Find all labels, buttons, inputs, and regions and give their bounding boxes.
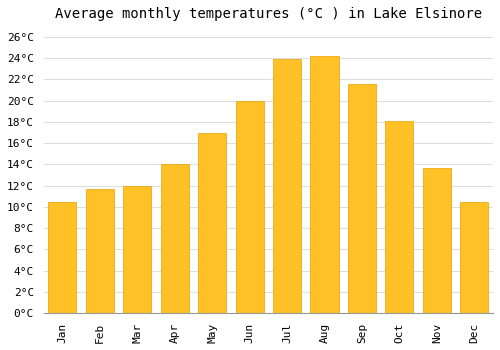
Bar [423, 168, 451, 313]
Bar [460, 202, 488, 313]
Bar [160, 164, 189, 313]
Bar [348, 84, 376, 313]
Bar [198, 133, 226, 313]
Bar [48, 202, 76, 313]
Bar [310, 56, 338, 313]
Bar [386, 121, 413, 313]
Bar [123, 186, 152, 313]
Bar [273, 59, 301, 313]
Bar [86, 189, 114, 313]
Title: Average monthly temperatures (°C ) in Lake Elsinore: Average monthly temperatures (°C ) in La… [55, 7, 482, 21]
Bar [236, 101, 264, 313]
